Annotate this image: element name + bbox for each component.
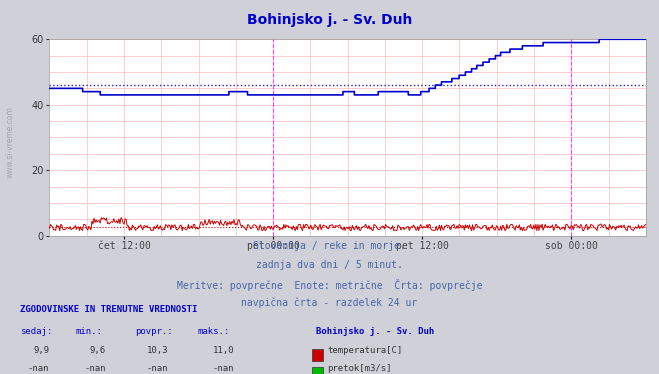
Text: pretok[m3/s]: pretok[m3/s] (328, 364, 392, 373)
Text: 9,6: 9,6 (90, 346, 105, 355)
Text: -nan: -nan (146, 364, 168, 373)
Text: sedaj:: sedaj: (20, 327, 52, 335)
Text: maks.:: maks.: (198, 327, 230, 335)
Text: www.si-vreme.com: www.si-vreme.com (5, 106, 14, 178)
Text: zadnja dva dni / 5 minut.: zadnja dva dni / 5 minut. (256, 260, 403, 270)
Text: Meritve: povprečne  Enote: metrične  Črta: povprečje: Meritve: povprečne Enote: metrične Črta:… (177, 279, 482, 291)
Text: Bohinjsko j. - Sv. Duh: Bohinjsko j. - Sv. Duh (247, 13, 412, 27)
Text: -nan: -nan (28, 364, 49, 373)
Text: -nan: -nan (84, 364, 105, 373)
Text: min.:: min.: (76, 327, 103, 335)
Text: 10,3: 10,3 (146, 346, 168, 355)
Text: 11,0: 11,0 (212, 346, 234, 355)
Text: -nan: -nan (212, 364, 234, 373)
Text: 9,9: 9,9 (34, 346, 49, 355)
Text: temperatura[C]: temperatura[C] (328, 346, 403, 355)
Text: Bohinjsko j. - Sv. Duh: Bohinjsko j. - Sv. Duh (316, 327, 434, 335)
Text: ZGODOVINSKE IN TRENUTNE VREDNOSTI: ZGODOVINSKE IN TRENUTNE VREDNOSTI (20, 305, 197, 314)
Text: povpr.:: povpr.: (135, 327, 173, 335)
Text: navpična črta - razdelek 24 ur: navpična črta - razdelek 24 ur (241, 297, 418, 308)
Text: Slovenija / reke in morje.: Slovenija / reke in morje. (253, 241, 406, 251)
